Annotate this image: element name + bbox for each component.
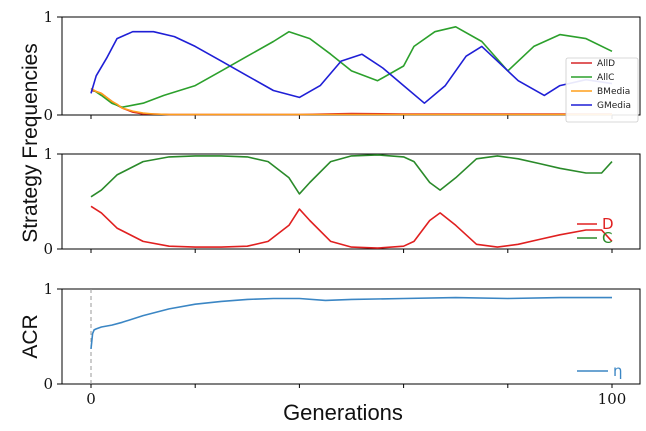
series-line-d bbox=[90, 205, 613, 249]
y-tick-label: 0 bbox=[43, 240, 53, 258]
panel-strategies: 0 1 AllD AllC BMedia GMedia bbox=[43, 8, 641, 124]
legend-label: AllD bbox=[597, 59, 615, 69]
y-tick-label: 1 bbox=[43, 280, 53, 298]
y-tick-label: 1 bbox=[43, 8, 53, 26]
y-tick-label: 1 bbox=[43, 145, 53, 163]
axes-frame bbox=[61, 288, 641, 385]
series-line-η bbox=[90, 296, 612, 349]
panel-cooperation: 0 1 DC bbox=[43, 145, 641, 258]
legend-label: GMedia bbox=[597, 101, 631, 111]
legend: DC bbox=[577, 215, 614, 247]
legend-label: D bbox=[602, 215, 614, 233]
shared-y-axis-label: Strategy Frequencies bbox=[19, 43, 42, 243]
panel-acr: 0 1 0 100 ACR η bbox=[19, 280, 641, 408]
series-line-bmedia bbox=[90, 87, 612, 116]
legend-label: AllC bbox=[597, 73, 614, 83]
axes-frame bbox=[61, 153, 641, 250]
series-line-gmedia bbox=[90, 30, 613, 104]
legend: η bbox=[577, 362, 623, 380]
x-tick-label: 100 bbox=[598, 390, 627, 408]
legend-box bbox=[565, 57, 639, 123]
series-line-allc bbox=[90, 25, 613, 108]
x-axis-label: Generations bbox=[283, 400, 403, 425]
legend-label: BMedia bbox=[597, 87, 630, 97]
legend-label: C bbox=[602, 229, 612, 247]
series-line-c bbox=[90, 154, 613, 198]
y-axis-label: ACR bbox=[19, 314, 42, 358]
y-tick-label: 0 bbox=[43, 106, 53, 124]
legend: AllD AllC BMedia GMedia bbox=[565, 57, 639, 123]
x-tick-label: 0 bbox=[86, 390, 96, 408]
y-tick-label: 0 bbox=[43, 375, 53, 393]
legend-label: η bbox=[613, 362, 623, 380]
